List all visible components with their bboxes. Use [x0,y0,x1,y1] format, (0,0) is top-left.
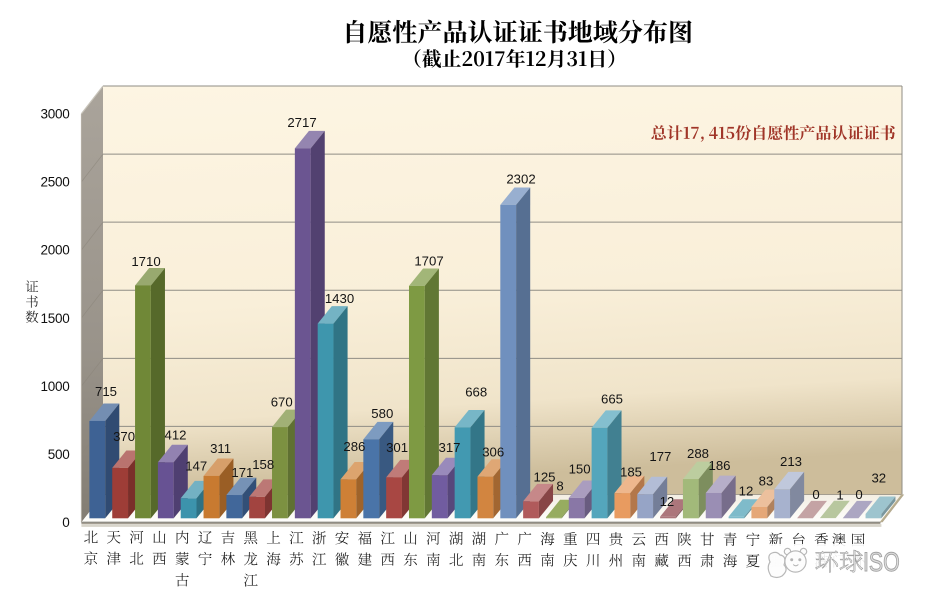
svg-text:670: 670 [271,394,293,409]
svg-text:0: 0 [855,487,862,502]
svg-text:213: 213 [780,454,802,469]
svg-text:158: 158 [252,457,274,472]
svg-text:177: 177 [649,449,671,464]
svg-text:306: 306 [482,445,504,460]
svg-text:1: 1 [836,487,843,502]
svg-text:125: 125 [533,470,555,485]
svg-text:0: 0 [812,487,819,502]
svg-text:185: 185 [620,464,642,479]
svg-text:171: 171 [231,465,253,480]
svg-text:317: 317 [438,440,460,455]
svg-text:2302: 2302 [506,172,535,187]
svg-text:311: 311 [210,441,231,456]
svg-text:1710: 1710 [131,254,160,269]
svg-text:1707: 1707 [414,254,443,269]
svg-text:8: 8 [556,478,563,493]
svg-text:288: 288 [687,446,709,461]
svg-text:2000: 2000 [40,243,69,258]
svg-text:83: 83 [759,473,774,488]
svg-text:1000: 1000 [40,379,69,394]
svg-text:3000: 3000 [40,107,69,122]
svg-text:147: 147 [185,458,207,473]
svg-text:286: 286 [343,439,365,454]
svg-text:186: 186 [708,458,730,473]
svg-text:715: 715 [95,384,117,399]
svg-text:301: 301 [386,440,408,455]
svg-text:32: 32 [871,471,886,486]
svg-text:668: 668 [465,384,487,399]
svg-text:665: 665 [601,392,623,407]
svg-text:12: 12 [660,494,675,509]
svg-text:370: 370 [113,429,135,444]
svg-text:12: 12 [739,484,754,499]
svg-text:1430: 1430 [325,291,354,306]
svg-text:150: 150 [569,462,591,477]
svg-text:ISO: ISO [863,548,900,578]
svg-text:580: 580 [371,406,393,421]
svg-text:1500: 1500 [40,311,69,326]
svg-text:2717: 2717 [287,115,316,130]
svg-text:412: 412 [164,427,186,442]
svg-text:0: 0 [62,515,69,530]
svg-text:500: 500 [48,447,70,462]
svg-text:2500: 2500 [40,175,69,190]
